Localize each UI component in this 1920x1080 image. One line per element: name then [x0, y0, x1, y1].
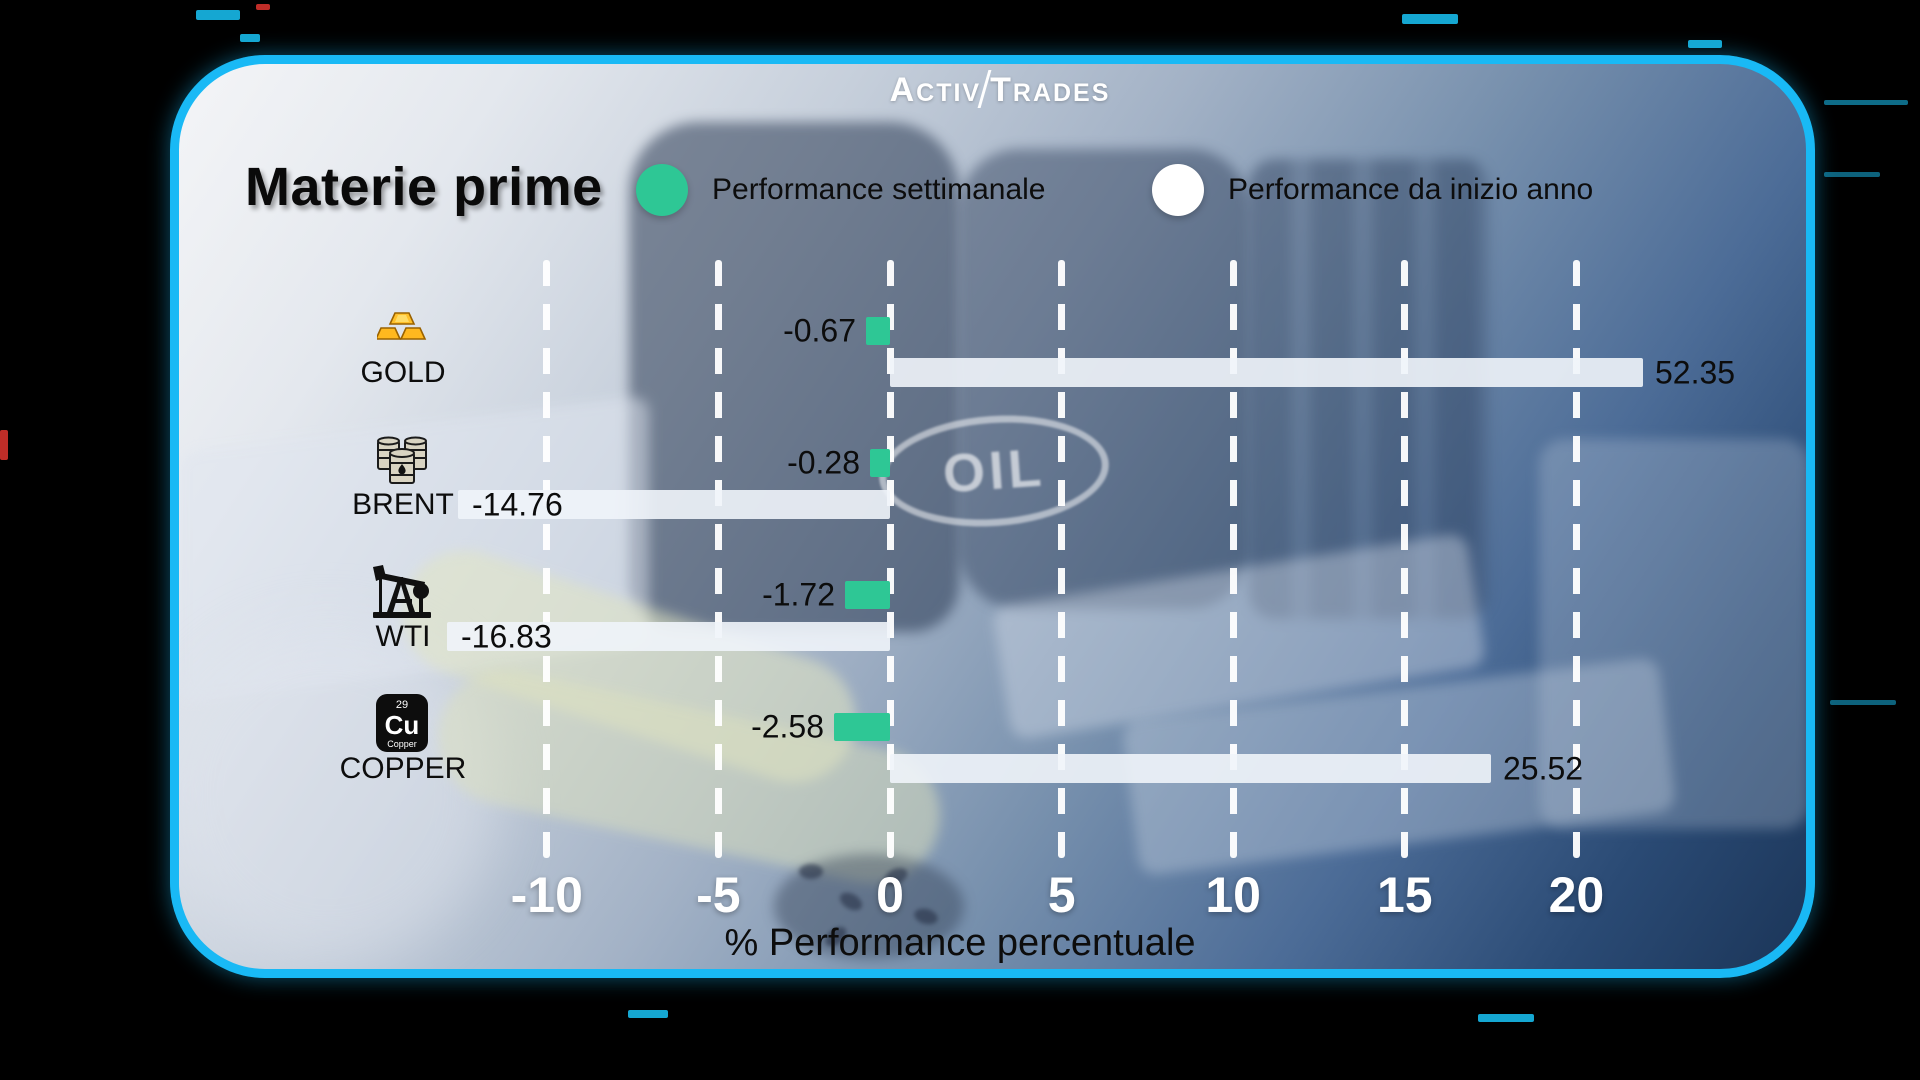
glitch-artifact: [1478, 1014, 1534, 1022]
coffee-bean: [799, 864, 823, 879]
weekly-value-label: -2.58: [751, 708, 824, 745]
oil-pump-icon: [371, 563, 433, 619]
logo-text: A: [889, 71, 917, 109]
ytd-bar: [890, 754, 1491, 783]
page-title: Materie prime: [245, 157, 603, 217]
activtrades-logo: ACTIV TRADES: [40, 70, 1920, 110]
x-tick-label: 0: [876, 867, 904, 923]
gridline: [1572, 260, 1580, 858]
oil-barrels-icon: [375, 433, 429, 485]
category-label: COPPER: [339, 752, 467, 785]
x-tick-label: 5: [1047, 867, 1076, 923]
gridline: [886, 260, 894, 858]
ytd-value-label: -14.76: [472, 486, 563, 523]
logo-text: T: [990, 71, 1013, 109]
x-tick-label: 20: [1548, 867, 1605, 923]
oil-text: OIL: [941, 437, 1047, 505]
glitch-artifact: [1824, 172, 1880, 177]
weekly-value-label: -0.67: [783, 312, 856, 349]
logo-text: RADES: [1012, 79, 1111, 107]
svg-text:29: 29: [396, 699, 408, 711]
glitch-artifact: [628, 1010, 668, 1018]
x-axis-title: % Performance percentuale: [724, 922, 1196, 964]
silver-ingot-shape: [1539, 439, 1806, 829]
glitch-artifact: [1824, 100, 1908, 105]
ytd-value-label: 25.52: [1503, 750, 1584, 787]
copper-element-icon: 29 Cu Copper: [375, 693, 429, 753]
pipes-shape: [1249, 159, 1489, 619]
weekly-legend-dot: [636, 164, 688, 216]
logo-text: CTIV: [916, 79, 982, 107]
gridline: [543, 260, 551, 858]
category-label: WTI: [375, 620, 431, 653]
svg-text:Cu: Cu: [385, 710, 420, 740]
glitch-artifact: [256, 4, 270, 10]
glitch-artifact: [0, 430, 8, 460]
weekly-bar: [866, 317, 890, 345]
glitch-artifact: [1688, 40, 1722, 48]
weekly-value-label: -0.28: [787, 444, 860, 481]
x-tick-label: -10: [510, 867, 583, 923]
glitch-artifact: [196, 10, 240, 20]
glitch-artifact: [1830, 700, 1896, 705]
ytd-bar: [458, 490, 890, 519]
chart-card: OIL: [170, 55, 1815, 978]
weekly-legend-label: Performance settimanale: [712, 173, 1046, 206]
x-tick-label: 15: [1376, 867, 1433, 923]
category-label: GOLD: [360, 356, 446, 389]
x-tick-label: 10: [1205, 867, 1261, 923]
light-corner-shape: [179, 624, 499, 964]
weekly-value-label: -1.72: [762, 576, 835, 613]
gridline: [714, 260, 722, 858]
gridline: [1401, 260, 1409, 858]
x-tick-label: -5: [696, 867, 741, 923]
glitch-artifact: [1402, 14, 1458, 24]
ytd-bar: [447, 622, 890, 651]
gridline: [1229, 260, 1237, 858]
ytd-legend-label: Performance da inizio anno: [1228, 173, 1594, 206]
gridline: [1058, 260, 1066, 858]
gold-bars-icon: [374, 311, 427, 343]
weekly-bar: [845, 581, 890, 609]
ytd-value-label: 52.35: [1655, 354, 1736, 391]
ytd-bar: [890, 358, 1643, 387]
weekly-bar: [834, 713, 890, 741]
category-label: BRENT: [352, 488, 454, 521]
ytd-value-label: -16.83: [461, 618, 552, 655]
svg-text:Copper: Copper: [387, 739, 417, 749]
glitch-artifact: [240, 34, 260, 42]
ytd-legend-dot: [1152, 164, 1204, 216]
weekly-bar: [870, 449, 890, 477]
